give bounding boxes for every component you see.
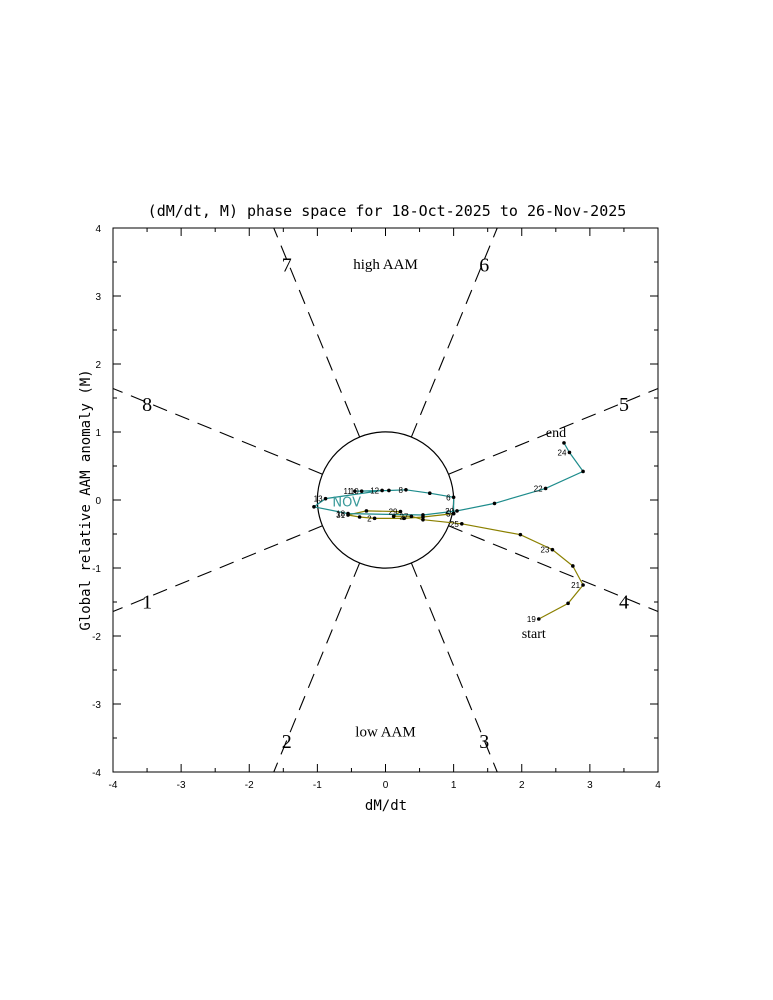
y-tick-label: 4: [95, 224, 101, 235]
y-tick-label: 1: [95, 428, 101, 439]
high-aam-label: high AAM: [353, 257, 418, 273]
phase-boundary-line: [112, 387, 323, 475]
day-label: 5: [446, 510, 451, 519]
phase-label: 5: [619, 394, 629, 416]
phase-boundary-line: [273, 227, 361, 438]
day-label: 31: [336, 511, 345, 520]
data-point: [323, 496, 328, 501]
month-label: NOV: [332, 495, 361, 510]
data-point: [402, 516, 406, 521]
low-aam-label: low AAM: [355, 725, 415, 741]
data-point: [312, 505, 316, 509]
day-label: 8: [398, 486, 403, 495]
x-tick-label: 0: [383, 780, 389, 791]
phase-label: 2: [282, 731, 292, 753]
data-point: [346, 511, 350, 516]
day-label: 18: [336, 510, 345, 519]
data-point: [543, 486, 548, 491]
day-label: 5: [446, 510, 451, 519]
phase-boundary-line: [112, 525, 323, 613]
data-point: [460, 522, 464, 526]
data-point: [566, 601, 570, 606]
phase-label: 8: [142, 394, 152, 416]
phase-label: 6: [479, 254, 489, 276]
y-tick-label: 2: [95, 360, 101, 371]
plot-frame: [112, 227, 659, 773]
day-label: 20: [445, 507, 454, 516]
data-point: [581, 583, 585, 587]
data-point: [404, 488, 408, 492]
phase-boundary-line: [448, 387, 659, 475]
y-axis-label: Global relative AAM anomaly (M): [78, 369, 94, 630]
data-point: [455, 509, 459, 513]
data-point: [567, 450, 572, 455]
y-tick-label: 0: [95, 496, 101, 507]
data-point: [427, 491, 432, 496]
day-label: 19: [527, 615, 536, 624]
day-label: 23: [541, 546, 550, 555]
data-point: [421, 513, 425, 517]
data-point: [562, 441, 566, 445]
start-label: start: [522, 627, 546, 642]
x-tick-label: 1: [451, 780, 457, 791]
day-label: 2: [367, 514, 372, 523]
trajectory-line-november: [312, 442, 585, 516]
end-label: end: [546, 426, 566, 441]
data-point: [357, 515, 362, 519]
data-point: [353, 489, 357, 493]
x-tick-label: 4: [655, 780, 661, 791]
x-tick-label: 2: [519, 780, 525, 791]
x-tick-label: -3: [177, 780, 186, 791]
data-point: [387, 488, 391, 493]
x-axis-label: dM/dt: [365, 798, 407, 814]
phase-boundary-line: [410, 227, 498, 438]
x-tick-label: -2: [245, 780, 254, 791]
phase-boundary-line: [273, 562, 361, 773]
data-point: [372, 516, 377, 521]
y-tick-label: -4: [92, 768, 101, 779]
x-tick-label: 3: [587, 780, 593, 791]
phase-label: 1: [142, 592, 152, 614]
day-label: 6: [446, 493, 451, 502]
phase-label: 4: [619, 592, 629, 614]
day-label: 29: [389, 508, 398, 517]
data-point: [550, 547, 555, 552]
data-point: [398, 509, 403, 514]
day-label: 22: [534, 484, 543, 493]
data-point: [409, 514, 414, 519]
data-point: [421, 517, 425, 522]
phase-label: 7: [282, 254, 292, 276]
data-point: [571, 564, 575, 568]
x-tick-label: -4: [109, 780, 118, 791]
data-point: [536, 617, 541, 621]
data-point: [492, 501, 497, 506]
x-tick-label: -1: [313, 780, 322, 791]
data-point: [451, 495, 456, 500]
y-tick-label: -3: [92, 700, 101, 711]
day-label: 13: [314, 495, 323, 504]
data-point: [359, 489, 364, 493]
data-point: [518, 532, 523, 537]
data-point: [581, 469, 585, 474]
day-label: 21: [571, 581, 580, 590]
phase-boundary-line: [410, 562, 498, 773]
trajectory-line-october: [347, 510, 584, 620]
y-tick-label: -1: [92, 564, 101, 575]
data-point: [364, 509, 369, 513]
phase-label: 3: [479, 731, 489, 753]
data-point: [391, 514, 396, 519]
chart-title: (dM/dt, M) phase space for 18-Oct-2025 t…: [148, 202, 627, 220]
data-point: [451, 511, 456, 516]
day-label: 11: [344, 487, 353, 496]
day-label: 24: [558, 448, 567, 457]
day-label: 25: [450, 520, 459, 529]
y-tick-label: -2: [92, 632, 101, 643]
day-label: 12: [370, 486, 379, 495]
data-point: [380, 488, 384, 493]
y-tick-label: 3: [95, 292, 101, 303]
phase-boundary-line: [448, 525, 659, 613]
